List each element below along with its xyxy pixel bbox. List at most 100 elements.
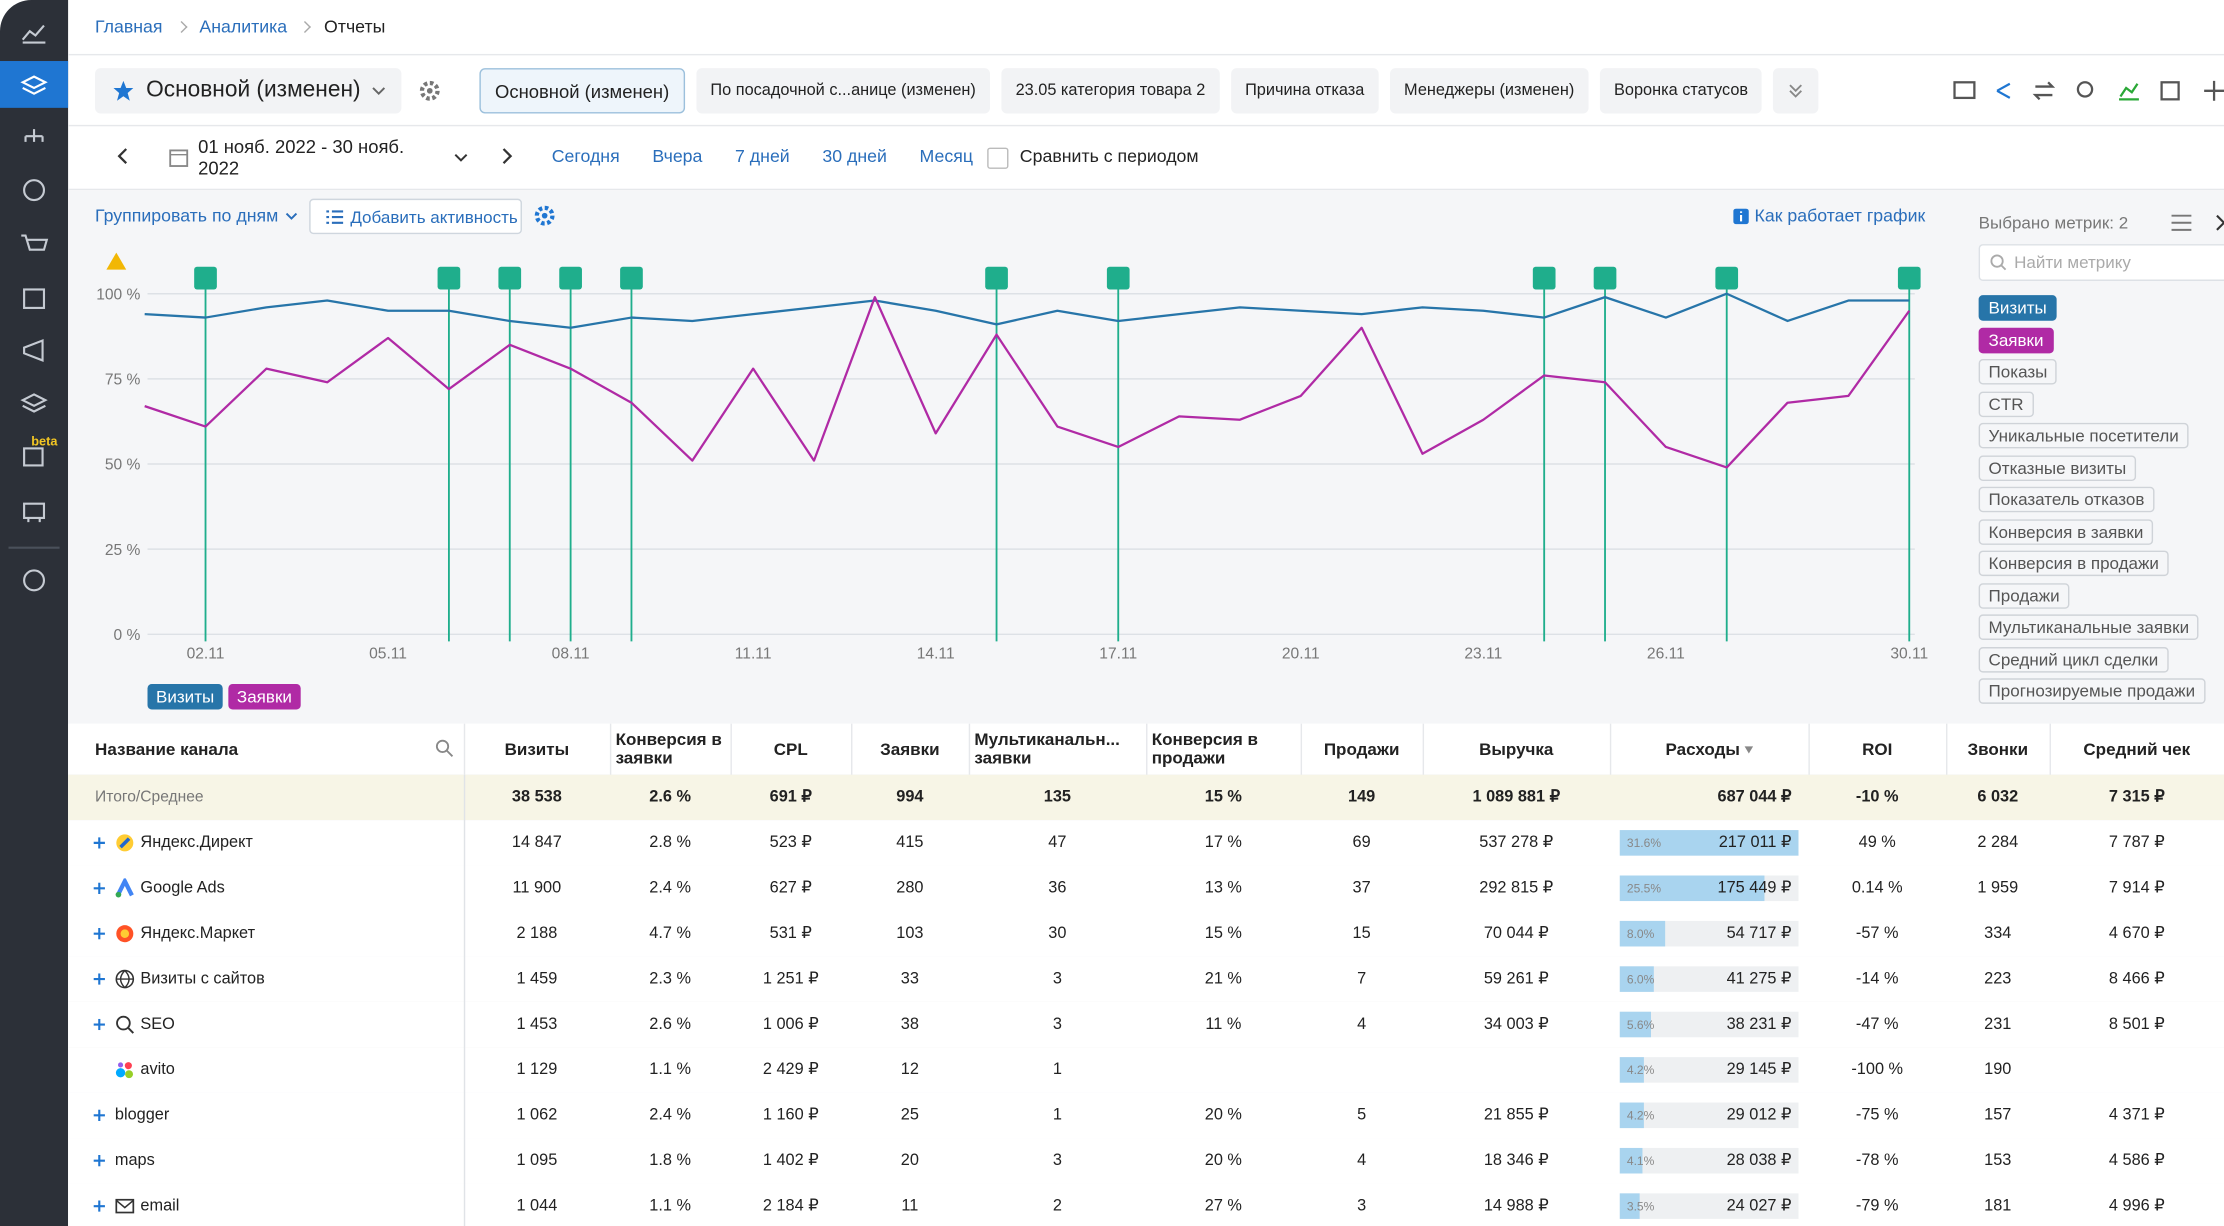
expand-row[interactable] — [94, 956, 105, 1001]
list-view[interactable] — [2172, 216, 2192, 230]
metric-chip[interactable]: Конверсия в продажи — [1979, 551, 2169, 577]
circle-shape — [437, 741, 448, 752]
channel-name[interactable]: SEO — [140, 1002, 174, 1047]
metric-chip[interactable]: Заявки — [1979, 327, 2054, 353]
activity-marker[interactable] — [1898, 267, 1921, 290]
icon-refresh[interactable] — [2035, 82, 2052, 99]
metric-chip[interactable]: Визиты — [1979, 296, 2057, 322]
activity-marker[interactable] — [620, 267, 643, 290]
circle-shape — [125, 1070, 133, 1078]
activity-marker[interactable] — [498, 267, 521, 290]
metric-chip[interactable]: Показатель отказов — [1979, 487, 2155, 513]
metric-chip[interactable]: Конверсия в заявки — [1979, 519, 2154, 545]
icon-excel[interactable] — [2162, 82, 2179, 99]
metric-chip[interactable]: Уникальные посетители — [1979, 423, 2189, 449]
legend-item[interactable]: Визиты — [148, 684, 223, 710]
channel-name[interactable]: maps — [115, 1138, 155, 1183]
column-header[interactable]: Визиты — [469, 724, 604, 775]
activity-marker[interactable] — [1715, 267, 1738, 290]
activity-marker[interactable] — [985, 267, 1008, 290]
column-header[interactable]: Выручка — [1428, 724, 1604, 775]
icon-share[interactable] — [1997, 84, 2010, 98]
metric-chip[interactable]: Прогнозируемые продажи — [1979, 679, 2205, 705]
column-header[interactable]: Средний чек — [2055, 724, 2218, 775]
metrics-controls — [2170, 213, 2224, 233]
table-cell: 24 027 ₽ — [1610, 1183, 1792, 1226]
metric-chip[interactable]: Показы — [1979, 359, 2058, 385]
icon-add[interactable] — [2204, 81, 2224, 101]
channel-name[interactable]: avito — [140, 1047, 174, 1092]
table-cell: 7 914 ₽ — [2050, 866, 2224, 911]
metric-search[interactable]: Найти метрику — [1979, 244, 2224, 281]
activity-marker[interactable] — [1107, 267, 1130, 290]
warning-icon[interactable] — [106, 253, 126, 270]
column-header[interactable]: Заявки — [857, 724, 963, 775]
expand-row[interactable] — [94, 820, 105, 865]
expand-row[interactable] — [94, 866, 105, 911]
activity-marker[interactable] — [194, 267, 217, 290]
plus-icon — [94, 973, 105, 984]
column-header[interactable]: Звонки — [1952, 724, 2044, 775]
column-separator — [610, 724, 611, 775]
channel-name[interactable]: Яндекс.Директ — [140, 820, 252, 865]
metric-chip[interactable]: Отказные визиты — [1979, 455, 2137, 481]
column-header-text: CPL — [774, 740, 808, 758]
column-header[interactable]: CPL — [736, 724, 845, 775]
column-header[interactable]: Продажи — [1306, 724, 1417, 775]
expand-row[interactable] — [94, 1093, 105, 1138]
channel-name[interactable]: Яндекс.Маркет — [140, 911, 255, 956]
table-cell: 5 — [1301, 1093, 1423, 1138]
table-cell: 8 466 ₽ — [2050, 956, 2224, 1001]
table-cell: 30 — [969, 911, 1146, 956]
table-cell: 4 — [1301, 1138, 1423, 1183]
legend-item[interactable]: Заявки — [228, 684, 300, 710]
collapse-panel[interactable] — [2217, 216, 2224, 230]
activity-marker[interactable] — [559, 267, 582, 290]
table-cell: 2.6 % — [610, 1002, 731, 1047]
column-separator — [1146, 724, 1147, 775]
table-cell: 15 — [1301, 911, 1423, 956]
metric-chip[interactable]: CTR — [1979, 391, 2034, 417]
column-header[interactable]: Конверсия в продажи — [1152, 724, 1295, 775]
icon-chart[interactable] — [2119, 84, 2139, 100]
expand-row[interactable] — [94, 1002, 105, 1047]
x-tick-label: 23.11 — [1464, 645, 1502, 662]
table-cell: 47 — [969, 820, 1146, 865]
table-cell: 1 959 — [1946, 866, 2050, 911]
metric-chip[interactable]: Средний цикл сделки — [1979, 647, 2169, 673]
expand-row[interactable] — [94, 911, 105, 956]
table-cell: 1 095 — [464, 1138, 610, 1183]
channel-name[interactable]: email — [140, 1183, 179, 1226]
column-header[interactable]: Мультиканальн... заявки — [974, 724, 1140, 775]
circle-shape — [121, 929, 130, 938]
channel-name[interactable]: Визиты с сайтов — [140, 956, 264, 1001]
x-tick-label: 20.11 — [1282, 645, 1320, 662]
table-cell: 34 003 ₽ — [1423, 1002, 1610, 1047]
column-separator — [1808, 724, 1809, 775]
metric-row: Мультиканальные заявки — [1979, 612, 2224, 644]
channel-name[interactable]: Google Ads — [140, 866, 224, 911]
metric-chip[interactable]: Мультиканальные заявки — [1979, 615, 2199, 641]
name-header: Название канала — [95, 739, 238, 759]
column-header[interactable]: Конверсия в заявки — [616, 724, 725, 775]
expand-row[interactable] — [94, 1183, 105, 1226]
expand-row[interactable] — [94, 1138, 105, 1183]
channel-name[interactable]: blogger — [115, 1093, 169, 1138]
metric-row: Средний цикл сделки — [1979, 644, 2224, 676]
table-cell: 7 — [1301, 956, 1423, 1001]
table-cell: 1 160 ₽ — [730, 1093, 851, 1138]
activity-marker[interactable] — [1594, 267, 1617, 290]
column-header[interactable]: Расходы — [1616, 724, 1803, 775]
column-header[interactable]: ROI — [1814, 724, 1940, 775]
path-shape — [94, 928, 105, 939]
table-search[interactable] — [435, 739, 453, 757]
icon-search[interactable] — [2078, 82, 2092, 96]
table-cell: 2.3 % — [610, 956, 731, 1001]
table-cell: 292 815 ₽ — [1423, 866, 1610, 911]
activity-marker[interactable] — [438, 267, 461, 290]
metric-chip[interactable]: Продажи — [1979, 583, 2070, 609]
table-cell: 280 — [851, 866, 969, 911]
table-cell: 1 — [969, 1047, 1146, 1092]
circle-shape — [116, 1068, 125, 1077]
activity-marker[interactable] — [1533, 267, 1556, 290]
